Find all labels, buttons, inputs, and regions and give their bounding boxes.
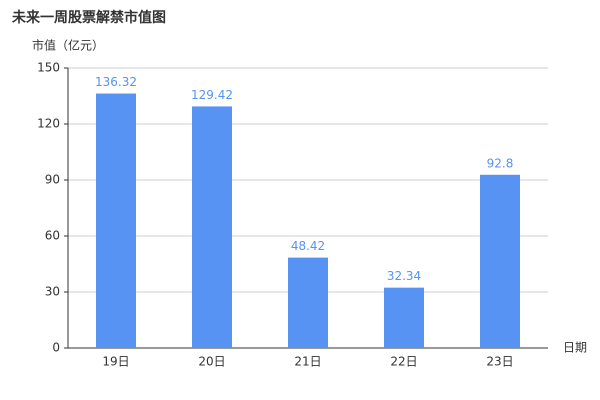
y-tick-label: 120 — [37, 117, 60, 131]
x-tick-label: 21日 — [294, 355, 321, 369]
y-tick-label: 0 — [52, 341, 60, 355]
value-label: 92.8 — [487, 156, 514, 170]
bar — [288, 257, 328, 348]
x-tick-label: 22日 — [390, 355, 417, 369]
chart-title: 未来一周股票解禁市值图 — [12, 9, 166, 26]
bar — [96, 93, 136, 348]
value-label: 129.42 — [191, 88, 233, 102]
bar — [192, 106, 232, 348]
y-axis-label: 市值（亿元） — [32, 38, 104, 53]
bar — [384, 287, 424, 348]
y-tick-label: 60 — [45, 229, 60, 243]
x-axis-label: 日期 — [563, 341, 587, 355]
y-tick-label: 90 — [45, 173, 60, 187]
y-tick-label: 150 — [37, 61, 60, 75]
value-label: 48.42 — [291, 239, 325, 253]
x-tick-label: 20日 — [198, 355, 225, 369]
bar — [480, 174, 520, 348]
x-tick-label: 19日 — [102, 355, 129, 369]
value-label: 136.32 — [95, 75, 137, 89]
y-tick-label: 30 — [45, 285, 60, 299]
value-label: 32.34 — [387, 269, 421, 283]
x-tick-label: 23日 — [486, 355, 513, 369]
